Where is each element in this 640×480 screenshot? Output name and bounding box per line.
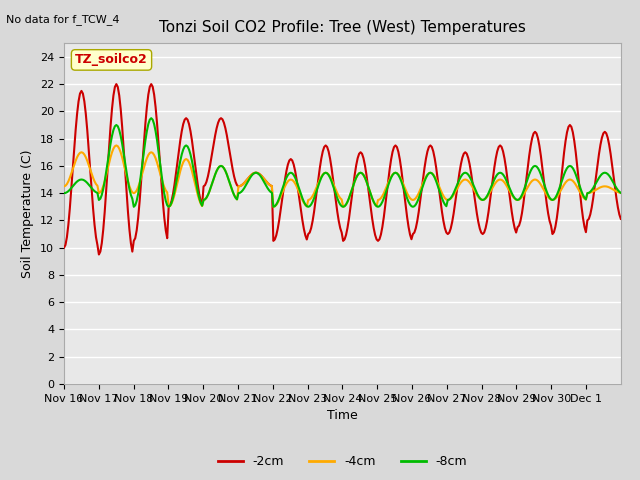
-2cm — [349, 182, 357, 188]
-2cm — [616, 212, 623, 217]
-4cm — [349, 182, 357, 188]
-8cm — [60, 190, 68, 196]
Line: -8cm: -8cm — [64, 118, 621, 207]
-4cm — [97, 190, 104, 195]
-2cm — [95, 252, 103, 257]
-4cm — [543, 192, 550, 198]
-8cm — [349, 182, 357, 188]
Title: Tonzi Soil CO2 Profile: Tree (West) Temperatures: Tonzi Soil CO2 Profile: Tree (West) Temp… — [159, 20, 526, 35]
-4cm — [60, 183, 68, 189]
-8cm — [616, 189, 623, 195]
-4cm — [165, 204, 173, 210]
-4cm — [616, 190, 623, 195]
-8cm — [543, 189, 550, 194]
-8cm — [79, 177, 87, 182]
Text: TZ_soilco2: TZ_soilco2 — [75, 53, 148, 66]
-2cm — [79, 91, 87, 96]
-4cm — [460, 177, 468, 183]
-8cm — [130, 204, 138, 210]
-4cm — [79, 150, 87, 156]
-2cm — [98, 240, 106, 246]
-2cm — [617, 216, 625, 222]
-8cm — [617, 190, 625, 196]
Line: -2cm: -2cm — [64, 84, 621, 254]
-4cm — [113, 143, 120, 148]
-2cm — [60, 245, 68, 251]
-2cm — [113, 81, 120, 87]
Line: -4cm: -4cm — [64, 145, 621, 207]
-2cm — [460, 151, 468, 156]
Text: No data for f_TCW_4: No data for f_TCW_4 — [6, 14, 120, 25]
-4cm — [617, 190, 625, 196]
X-axis label: Time: Time — [327, 409, 358, 422]
Y-axis label: Soil Temperature (C): Soil Temperature (C) — [22, 149, 35, 278]
-8cm — [97, 196, 104, 202]
-8cm — [460, 170, 468, 176]
-8cm — [147, 115, 155, 121]
-2cm — [543, 201, 550, 206]
Legend: -2cm, -4cm, -8cm: -2cm, -4cm, -8cm — [212, 450, 472, 473]
